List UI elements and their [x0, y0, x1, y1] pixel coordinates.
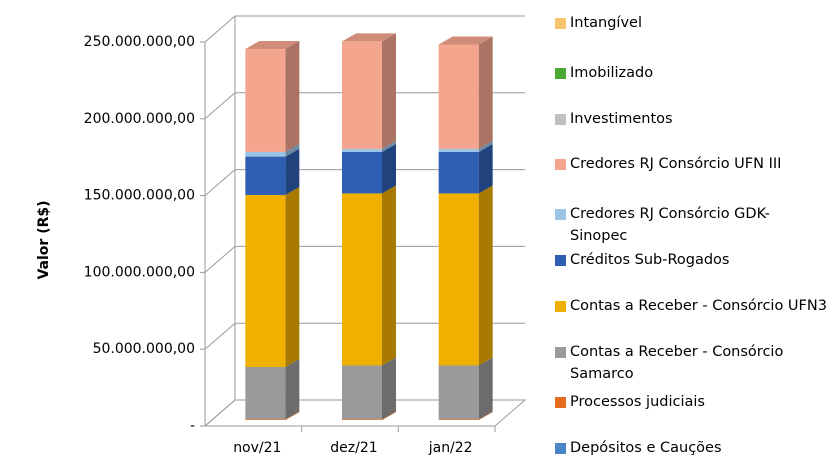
bar-top [342, 33, 396, 42]
bar-segment [342, 148, 382, 152]
bar-segment [438, 365, 479, 420]
bar-segment [342, 365, 382, 420]
legend-item: Credores RJ Consórcio GDK-Sinopec [555, 203, 827, 247]
bar-segment [438, 44, 479, 149]
bar-segment [245, 156, 286, 195]
bar-segment [342, 193, 382, 366]
bar-side [478, 185, 493, 366]
y-axis-title: Valor (R$) [36, 200, 52, 279]
legend-label: Intangível [570, 15, 642, 31]
y-tick-label: - [190, 418, 195, 434]
legend-label: Créditos Sub-Rogados [570, 252, 730, 268]
legend-item: Intangível [555, 12, 827, 34]
grid-line [204, 15, 525, 43]
grid-line [204, 399, 525, 427]
legend-item: Investimentos [555, 108, 827, 130]
bar-side [285, 411, 300, 420]
bar-side [382, 140, 396, 152]
legend-label: Contas a Receber - Consórcio Samarco [570, 344, 784, 382]
legend-label: Imobilizado [570, 65, 654, 81]
legend-item: Depósitos e Cauções [555, 437, 827, 459]
bar-top [245, 41, 300, 50]
bar-segment [438, 148, 479, 152]
bar-segment [438, 193, 479, 366]
legend-item: Processos judiciais [555, 391, 827, 413]
bar-segment [245, 194, 286, 368]
bar-segment [245, 419, 286, 420]
bar-side [285, 148, 300, 195]
legend-swatch [555, 68, 566, 79]
bar-side [478, 36, 493, 149]
legend-label: Investimentos [570, 111, 673, 127]
grid-line [204, 322, 525, 350]
bar-segment [438, 419, 479, 420]
legend-swatch [555, 114, 566, 125]
bar-segment [342, 41, 382, 149]
y-tick-label: 100.000.000,00 [84, 264, 195, 280]
legend-item: Créditos Sub-Rogados [555, 249, 827, 271]
bar-side [382, 33, 396, 149]
bar-side [285, 186, 300, 368]
bar-side [478, 140, 493, 152]
bar-segment [438, 151, 479, 194]
legend-item: Contas a Receber - Consórcio UFN3 [555, 295, 827, 317]
legend-swatch [555, 443, 566, 454]
legend-swatch [555, 347, 566, 358]
bar-side [285, 143, 300, 157]
legend-swatch [555, 255, 566, 266]
legend-swatch [555, 301, 566, 312]
bar-side [382, 357, 396, 420]
legend-label: Contas a Receber - Consórcio UFN3 [570, 298, 827, 314]
grid-line [204, 92, 525, 120]
bar-side [382, 185, 396, 366]
bar-segment [342, 419, 382, 420]
bar-side [285, 41, 300, 152]
grid-line [204, 245, 525, 273]
legend-label: Processos judiciais [570, 394, 705, 410]
bar-side [285, 359, 300, 420]
bar-segment [245, 49, 286, 152]
y-tick-label: 150.000.000,00 [84, 188, 195, 204]
x-tick-label: nov/21 [233, 440, 281, 456]
legend-swatch [555, 209, 566, 220]
legend-label: Credores RJ Consórcio GDK-Sinopec [570, 206, 770, 244]
legend-label: Depósitos e Cauções [570, 440, 722, 456]
legend-item: Credores RJ Consórcio UFN III [555, 153, 827, 175]
bar-segment [245, 367, 286, 420]
y-tick-label: 200.000.000,00 [84, 111, 195, 127]
bar-side [478, 143, 493, 194]
bar-top [438, 36, 493, 45]
grid-line [204, 169, 525, 196]
legend-swatch [555, 159, 566, 170]
y-tick-label: 250.000.000,00 [84, 34, 195, 50]
y-tick-label: 50.000.000,00 [93, 341, 195, 357]
bar-segment [245, 151, 286, 157]
legend-item: Imobilizado [555, 62, 827, 84]
legend-swatch [555, 397, 566, 408]
bar-side [478, 357, 493, 420]
bar-side [382, 411, 396, 420]
bar-side [478, 411, 493, 420]
bar-side [382, 143, 396, 194]
x-tick-label: dez/21 [330, 440, 377, 456]
bar-segment [342, 151, 382, 194]
legend-label: Credores RJ Consórcio UFN III [570, 156, 782, 172]
legend-item: Contas a Receber - Consórcio Samarco [555, 341, 827, 385]
x-tick-label: jan/22 [428, 440, 473, 456]
legend-swatch [555, 18, 566, 29]
